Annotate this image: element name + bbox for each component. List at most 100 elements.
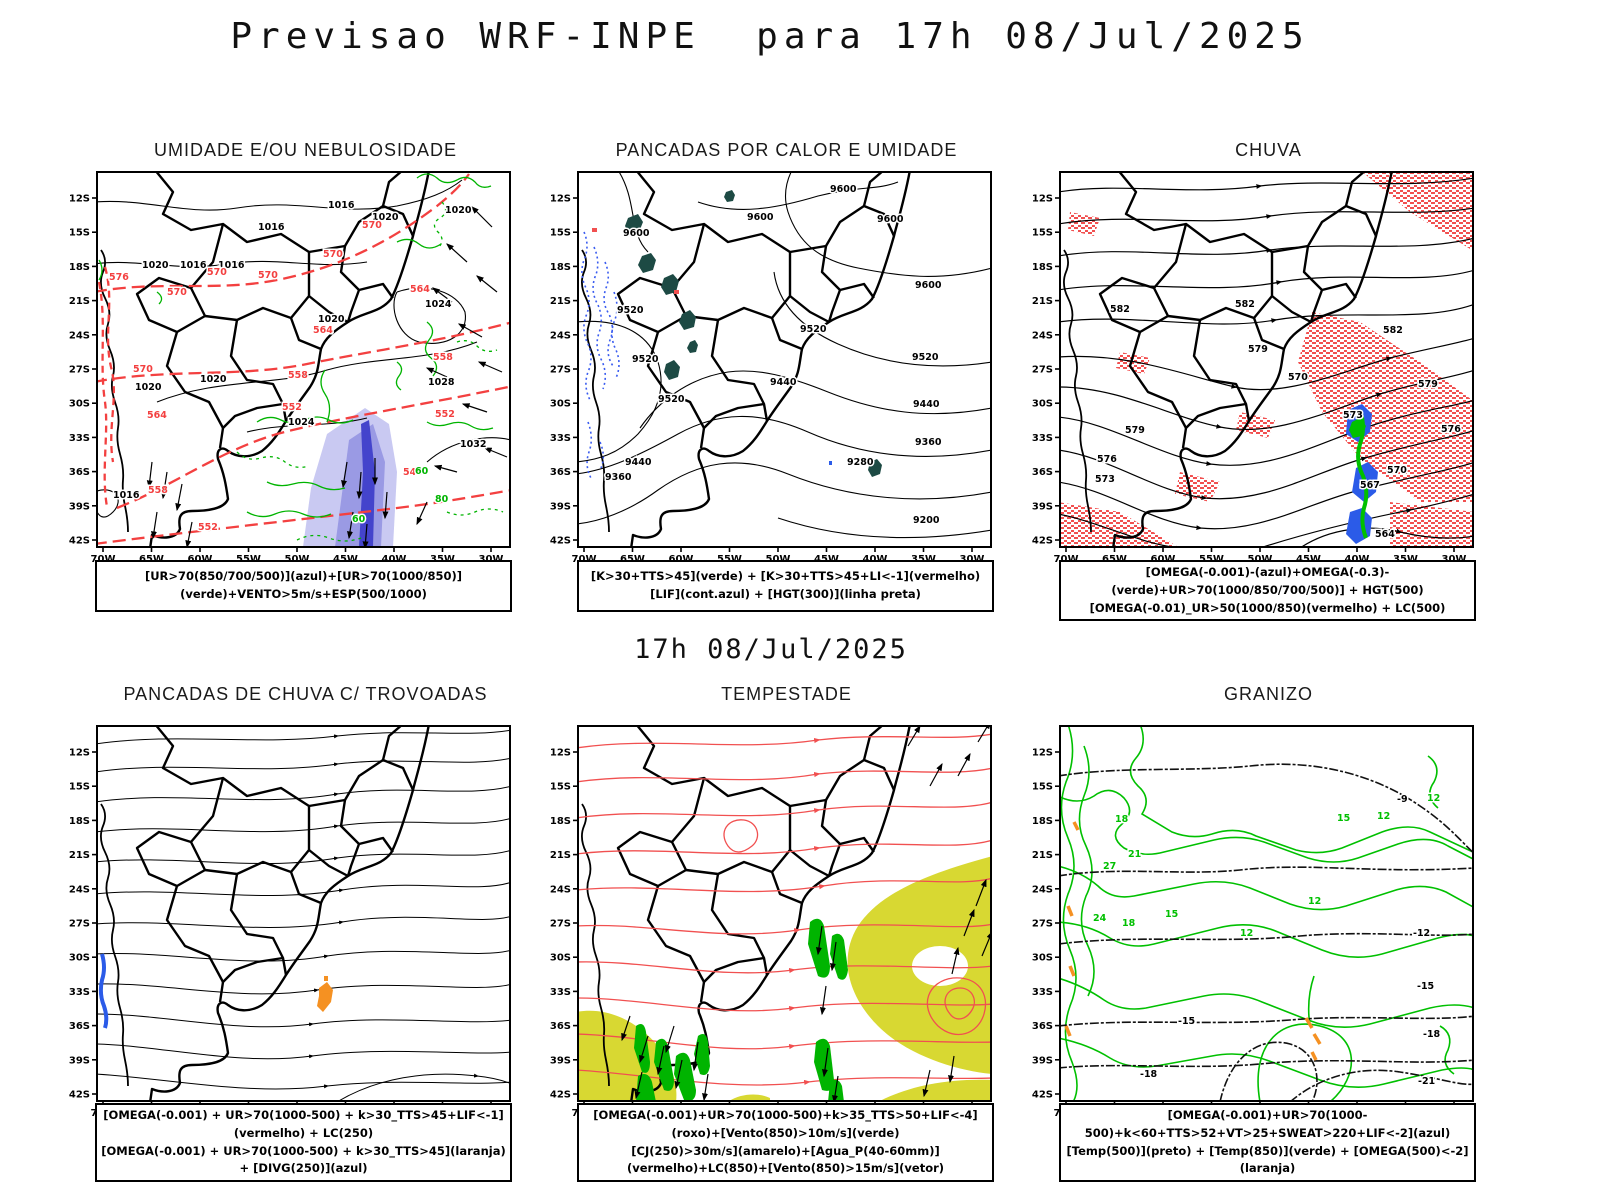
svg-text:15S: 15S (550, 228, 571, 239)
map-frame (1059, 171, 1474, 548)
svg-text:-15: -15 (1417, 981, 1434, 992)
svg-text:70W: 70W (91, 554, 116, 565)
svg-text:18: 18 (1115, 814, 1129, 825)
svg-text:30S: 30S (1032, 953, 1053, 964)
svg-text:1020: 1020 (318, 314, 345, 325)
svg-text:50W: 50W (766, 554, 791, 565)
svg-text:42S: 42S (69, 536, 90, 547)
caption-pancadas-calor: [K>30+TTS>45](verde) + [K>30+TTS>45+LI<-… (577, 560, 994, 612)
svg-text:12S: 12S (1032, 194, 1053, 205)
svg-text:30W: 30W (1442, 554, 1467, 565)
svg-text:552: 552 (435, 409, 455, 420)
page-title: Previsao WRF-INPE para 17h 08/Jul/2025 (230, 16, 1310, 57)
svg-text:35W: 35W (430, 554, 455, 565)
humidity-blue-shading (303, 408, 397, 547)
svg-text:30S: 30S (550, 399, 571, 410)
svg-text:9520: 9520 (658, 394, 685, 405)
caption-trovoadas: [OMEGA(-0.001) + UR>70(1000-500) + k>30_… (95, 1103, 512, 1183)
map-pancadas-trovoadas: 12S15S18S21S24S27S30S33S36S39S42S70W65W6… (69, 725, 511, 1119)
svg-text:39S: 39S (69, 1055, 90, 1066)
omega-orange-dashes (1064, 821, 1322, 1061)
map-umidade-nebulosidade: 12S 15S 18S 21S 24S 27S 30S 33S 36S 39S 42S70W 65W 6… (69, 171, 511, 565)
svg-text:18S: 18S (69, 262, 90, 273)
instability-teal-patches (625, 190, 882, 477)
svg-text:15S: 15S (69, 228, 90, 239)
svg-text:564: 564 (410, 284, 430, 295)
svg-text:12: 12 (1427, 793, 1440, 804)
map-pancadas-calor-umidade: 12S 15S 18S 21S 24S 27S 30S 33S 36S 39S 42S70W 65W 6… (550, 171, 992, 565)
svg-text:582: 582 (1383, 325, 1403, 336)
svg-text:50W: 50W (285, 554, 310, 565)
svg-text:50W: 50W (1248, 554, 1273, 565)
svg-text:36S: 36S (550, 467, 571, 478)
map-frame (1059, 725, 1474, 1102)
svg-text:33S: 33S (1032, 433, 1053, 444)
map-frame (96, 171, 511, 548)
humidity-green-contours (98, 173, 504, 542)
svg-text:36S: 36S (1032, 467, 1053, 478)
svg-text:45W: 45W (814, 554, 839, 565)
svg-text:42S: 42S (1032, 536, 1053, 547)
svg-text:27S: 27S (69, 365, 90, 376)
svg-text:1024: 1024 (288, 417, 315, 428)
svg-text:30S: 30S (550, 953, 571, 964)
svg-text:576: 576 (1441, 424, 1461, 435)
svg-text:9280: 9280 (847, 457, 874, 468)
caption-granizo: [OMEGA(-0.001)+UR>70(1000-500)+k<60+TTS>… (1059, 1103, 1476, 1183)
svg-text:60: 60 (352, 514, 366, 525)
svg-text:36S: 36S (550, 1021, 571, 1032)
svg-text:570: 570 (1387, 465, 1407, 476)
caption-tempestade: [OMEGA(-0.001)+UR>70(1000-500)+k>35_TTS>… (577, 1103, 994, 1183)
svg-text:36S: 36S (69, 467, 90, 478)
panel-title-chuva: CHUVA (1235, 140, 1302, 160)
svg-text:570: 570 (258, 270, 278, 281)
svg-text:21S: 21S (1032, 296, 1053, 307)
svg-text:582: 582 (1235, 299, 1255, 310)
svg-text:27S: 27S (1032, 365, 1053, 376)
svg-text:55W: 55W (717, 554, 742, 565)
svg-text:12: 12 (1377, 811, 1390, 822)
svg-text:42S: 42S (1032, 1090, 1053, 1101)
temp500-black-contours (1060, 763, 1473, 1101)
svg-text:12: 12 (1308, 896, 1321, 907)
svg-text:55W: 55W (236, 554, 261, 565)
svg-text:579: 579 (1125, 425, 1145, 436)
svg-text:18S: 18S (69, 816, 90, 827)
svg-text:15S: 15S (1032, 228, 1053, 239)
svg-text:579: 579 (1418, 379, 1438, 390)
svg-text:33S: 33S (1032, 987, 1053, 998)
svg-text:42S: 42S (69, 1090, 90, 1101)
svg-text:567: 567 (1360, 480, 1380, 491)
svg-text:12S: 12S (1032, 748, 1053, 759)
omega-blue-green-cores (1346, 404, 1378, 544)
svg-text:15S: 15S (1032, 782, 1053, 793)
wind-arrows (146, 206, 508, 547)
svg-text:60W: 60W (1151, 554, 1176, 565)
svg-text:60W: 60W (669, 554, 694, 565)
svg-text:15S: 15S (550, 782, 571, 793)
svg-text:-18: -18 (1423, 1029, 1441, 1040)
svg-text:9440: 9440 (913, 399, 940, 410)
svg-text:39S: 39S (1032, 1055, 1053, 1066)
svg-text:27S: 27S (550, 365, 571, 376)
svg-text:1016: 1016 (218, 260, 245, 271)
svg-text:1016: 1016 (328, 200, 355, 211)
map-frame (577, 171, 992, 548)
svg-text:40W: 40W (863, 554, 888, 565)
panel-title-granizo: GRANIZO (1223, 684, 1313, 704)
svg-text:1016: 1016 (258, 222, 285, 233)
svg-text:35W: 35W (911, 554, 936, 565)
panel-title-trovoadas: PANCADAS DE CHUVA C/ TROVOADAS (123, 684, 488, 704)
svg-text:12: 12 (1240, 928, 1253, 939)
svg-text:24S: 24S (69, 330, 90, 341)
panel-title-tempestade: TEMPESTADE (721, 684, 852, 704)
svg-text:570: 570 (207, 267, 227, 278)
svg-text:39S: 39S (550, 1055, 571, 1066)
svg-text:12S: 12S (550, 748, 571, 759)
svg-text:9440: 9440 (625, 457, 652, 468)
map-granizo: 12S15S18S21S24S27S30S33S36S39S42S70W65W6… (1032, 725, 1474, 1119)
svg-text:60W: 60W (188, 554, 213, 565)
svg-text:65W: 65W (139, 554, 164, 565)
svg-text:27: 27 (1103, 861, 1116, 872)
